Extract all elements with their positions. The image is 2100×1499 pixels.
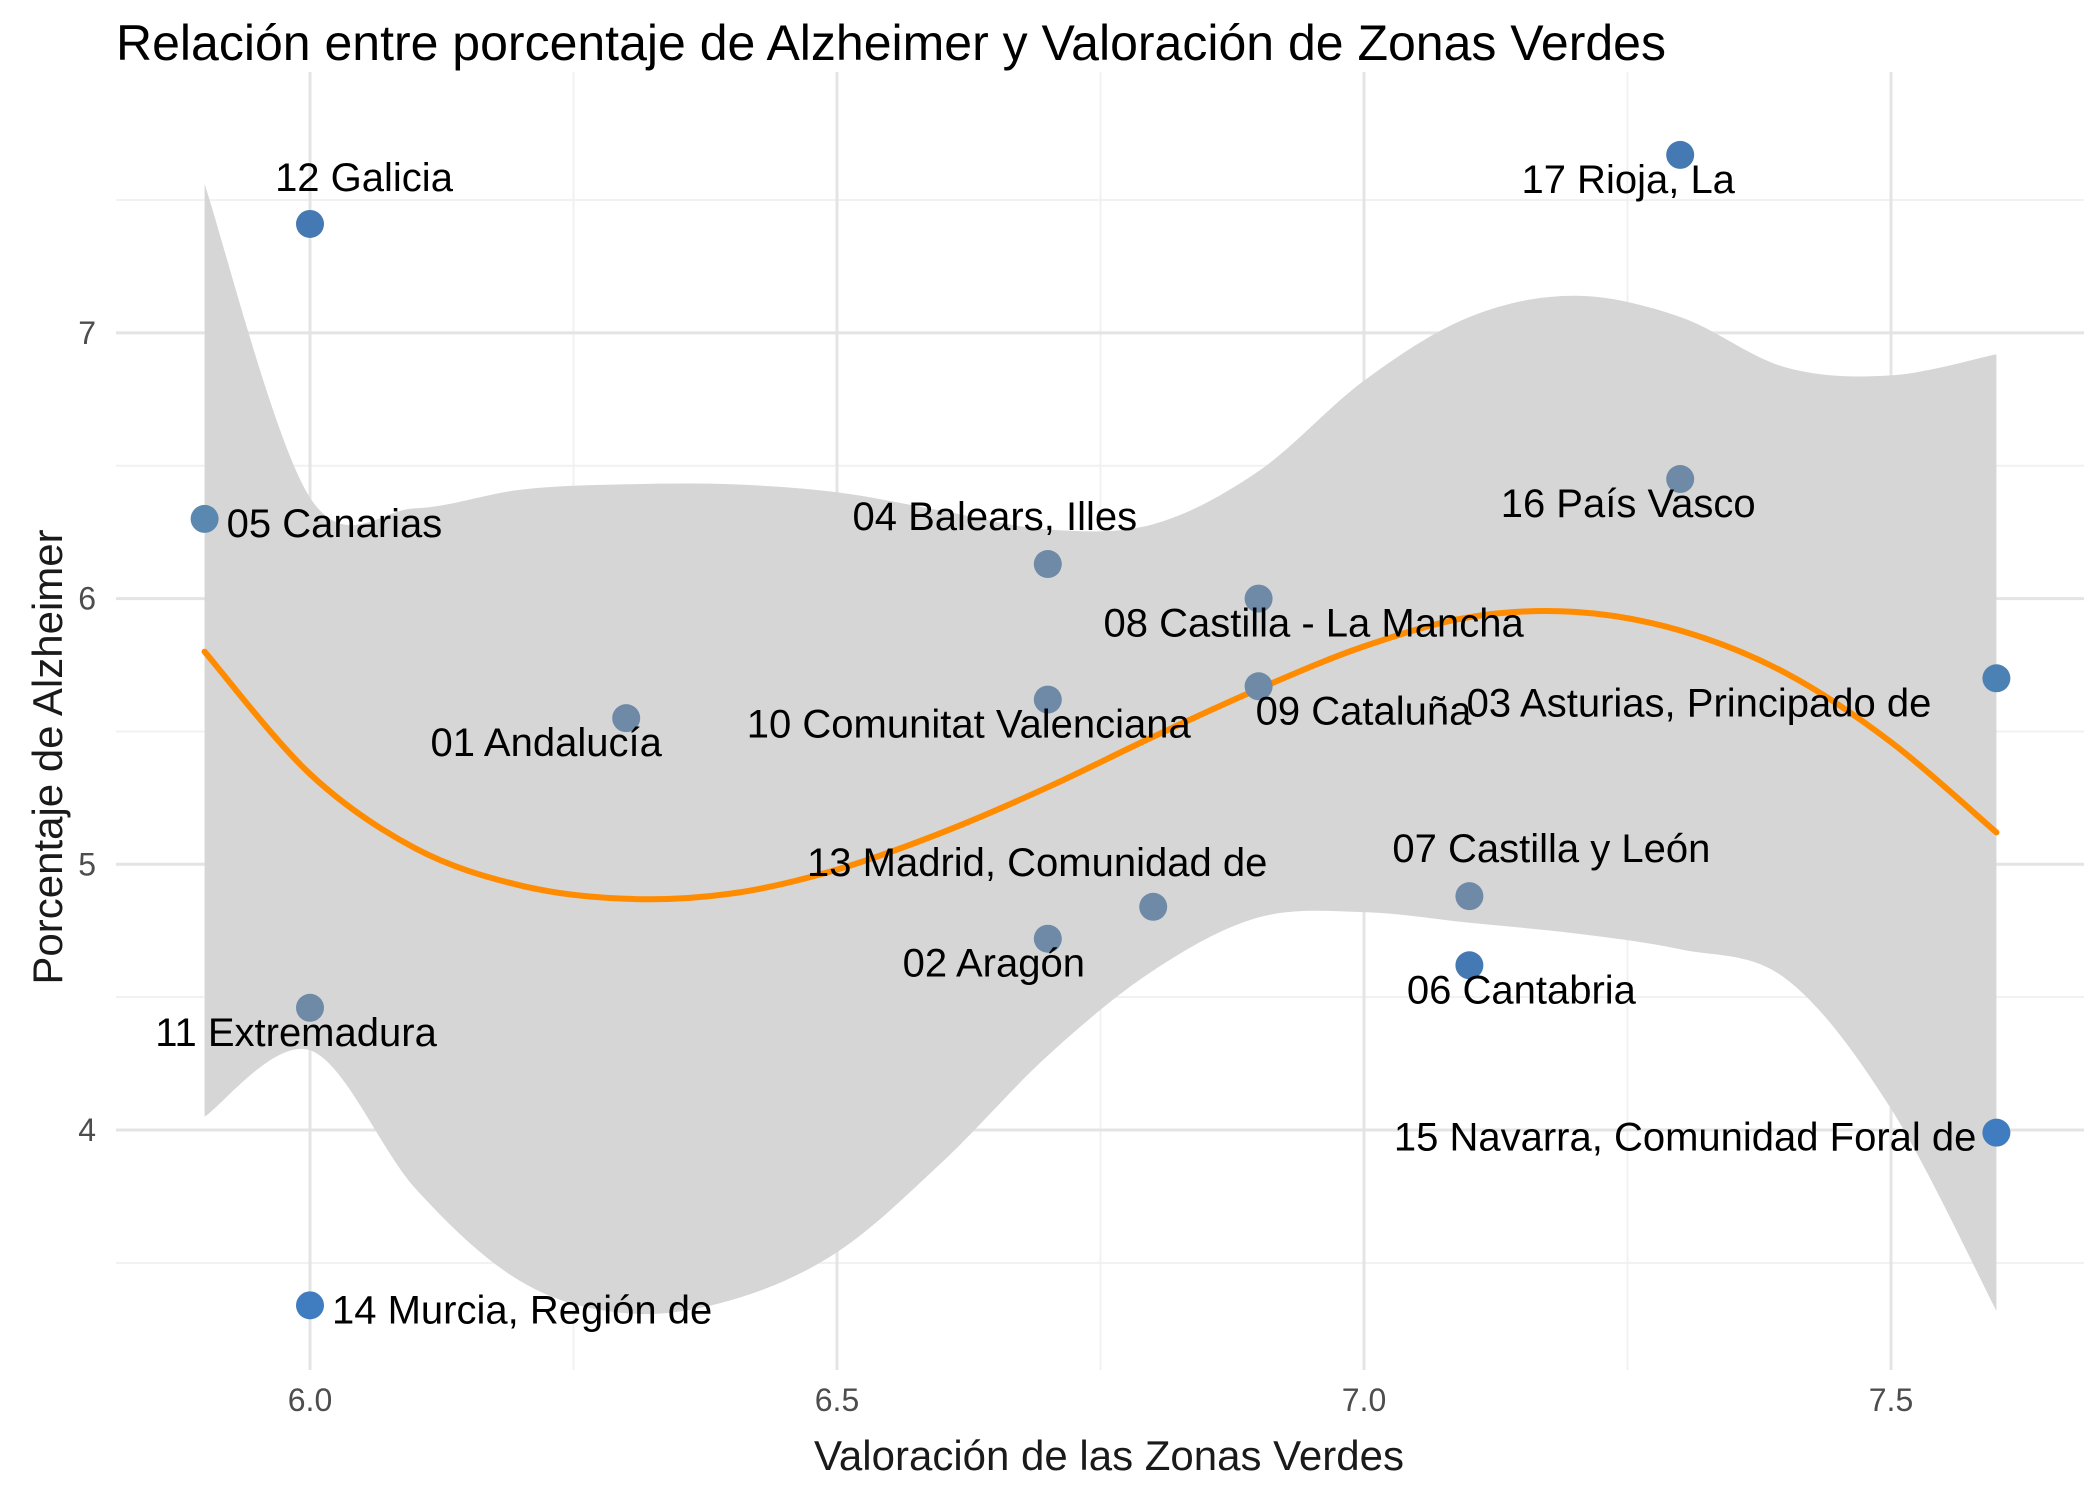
point-label: 07 Castilla y León [1392,827,1710,871]
data-point [1033,924,1062,953]
x-tick-label: 6.0 [288,1382,332,1418]
data-point [1244,672,1273,701]
point-label: 15 Navarra, Comunidad Foral de [1394,1116,1977,1160]
point-label: 16 País Vasco [1501,482,1756,526]
x-tick-label: 7.5 [1869,1382,1913,1418]
x-tick-label: 6.5 [815,1382,859,1418]
point-label: 11 Extremadura [155,1011,437,1055]
point-label: 03 Asturias, Principado de [1467,681,1932,725]
data-point [1666,140,1695,169]
data-point [1982,1118,2011,1147]
data-point [296,1291,324,1320]
point-label: 17 Rioja, La [1521,158,1735,202]
data-point [296,993,324,1022]
y-axis-title: Porcentaje de Alzheimer [24,529,71,985]
x-tick-label: 7.0 [1342,1382,1386,1418]
point-label: 04 Balears, Illes [853,495,1138,539]
data-point [190,504,219,533]
data-point [612,704,641,733]
y-tick-label: 6 [78,581,96,617]
smooth-curve [201,607,2000,903]
chart-title: Relación entre porcentaje de Alzheimer y… [116,15,1666,71]
point-label: 09 Cataluña [1256,689,1472,733]
data-point [1982,664,2011,693]
data-point [296,209,324,238]
point-label: 08 Castilla - La Mancha [1103,602,1524,646]
y-tick-label: 5 [78,846,96,882]
y-tick-label: 7 [78,315,96,351]
point-label: 01 Andalucía [431,721,663,765]
point-labels: 01 Andalucía 02 Aragón 03 Asturias, Princi… [155,156,1976,1332]
point-label: 06 Cantabria [1407,968,1637,1012]
point-label: 12 Galicia [275,156,454,200]
data-point [1455,951,1484,980]
confidence-band-area [204,184,1997,1315]
x-axis-title: Valoración de las Zonas Verdes [0,1432,2100,1480]
point-label: 10 Comunitat Valenciana [747,703,1192,747]
smooth-line [201,607,2000,903]
data-point [1244,584,1273,613]
data-point [1033,685,1062,714]
point-label: 05 Canarias [227,502,443,546]
point-label: 14 Murcia, Región de [332,1288,712,1332]
data-point [1666,465,1695,494]
x-axis-title-text: Valoración de las Zonas Verdes [814,1432,1404,1479]
data-point [1455,882,1484,911]
point-label: 02 Aragón [903,942,1085,986]
y-tick-label: 4 [78,1112,96,1148]
axis-ticks: 6.0 6.5 7.0 7.5 4 5 6 7 [78,315,1913,1418]
confidence-band [204,184,1997,1315]
data-point [1139,892,1168,921]
point-label: 13 Madrid, Comunidad de [807,841,1267,885]
data-points [190,140,2011,1320]
data-point [1033,550,1062,579]
